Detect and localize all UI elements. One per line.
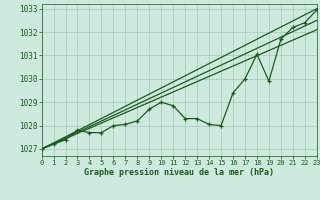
X-axis label: Graphe pression niveau de la mer (hPa): Graphe pression niveau de la mer (hPa)	[84, 168, 274, 177]
